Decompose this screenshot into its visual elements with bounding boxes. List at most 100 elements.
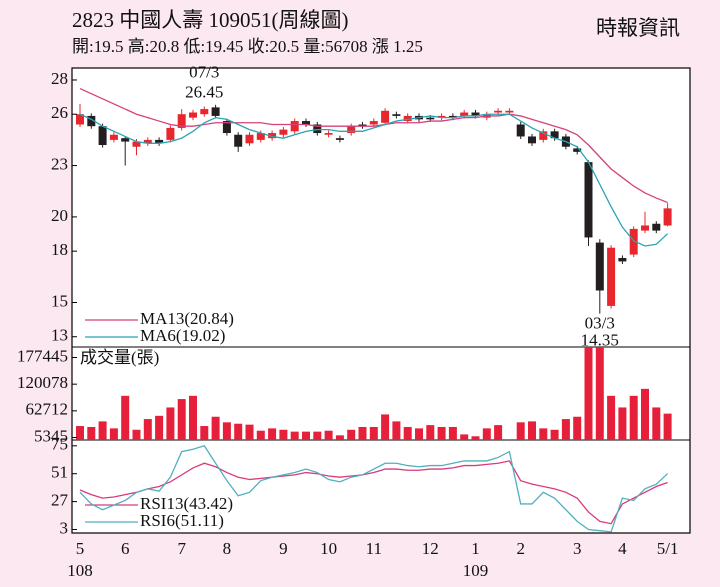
panel-title: 成交量(張) (80, 348, 159, 367)
volume-bar (155, 415, 164, 440)
volume-bar (403, 426, 412, 440)
volume-bar (211, 416, 220, 440)
volume-bar (290, 431, 299, 440)
y-tick-label: 62712 (26, 400, 69, 419)
candle-body (335, 138, 344, 140)
x-year-label: 108 (67, 561, 93, 580)
volume-bar (539, 428, 548, 440)
x-tick-label: 1 (471, 539, 480, 558)
plot-frame (71, 67, 691, 534)
candle-body (663, 208, 672, 226)
volume-bar (76, 426, 84, 440)
candle-body (76, 114, 84, 125)
quote: 開:19.5 高:20.8 低:19.45 收:20.5 量:56708 漲 1… (72, 37, 423, 56)
volume-bar (222, 422, 231, 440)
volume-bar (109, 428, 118, 440)
x-tick-label: 12 (422, 539, 439, 558)
annotation-date: 03/3 (585, 314, 615, 333)
volume-bar (200, 426, 209, 440)
candle-body (550, 131, 559, 139)
candle-body (234, 134, 243, 147)
y-tick-label: 120078 (17, 373, 68, 392)
title: 2823 中國人壽 109051(周線圖) (72, 8, 349, 32)
candle-body (109, 134, 118, 140)
candle-body (595, 242, 604, 291)
x-tick-label: 3 (573, 539, 582, 558)
candle-body (460, 112, 469, 116)
candle-body (290, 121, 299, 132)
y-tick-label: 23 (51, 154, 68, 173)
volume-bar (347, 429, 356, 440)
candle-body (381, 110, 390, 123)
y-tick-label: 15 (51, 291, 68, 310)
candle-body (189, 112, 197, 118)
candle-body (245, 134, 254, 144)
candle-body (155, 139, 164, 144)
y-tick-label: 28 (51, 69, 68, 88)
volume-bar (607, 395, 616, 440)
candle-body (448, 115, 457, 118)
y-tick-label: 75 (51, 435, 68, 454)
legend-label: MA6(19.02) (140, 326, 225, 345)
candle-body (641, 225, 649, 231)
y-tick-label: 20 (51, 206, 68, 225)
candle-body (347, 126, 356, 134)
volume-bar (561, 419, 570, 440)
volume-bar (663, 413, 672, 440)
volume-bar (302, 431, 310, 440)
candle-body (471, 112, 480, 116)
volume-bar (279, 429, 288, 440)
volume-bar (87, 426, 96, 440)
series-line (79, 460, 668, 525)
candle-body (98, 126, 107, 146)
volume-bar (618, 407, 627, 440)
series-line (79, 445, 669, 533)
candle-body (516, 124, 525, 137)
candle-body (369, 121, 378, 125)
volume-bar (426, 425, 435, 440)
candle-body (358, 124, 367, 127)
volume-bar (177, 399, 186, 440)
volume-bar (358, 426, 367, 440)
volume-bar (516, 422, 525, 440)
x-tick-label: 8 (223, 539, 232, 558)
volume-bar (369, 426, 378, 440)
volume-bar (335, 435, 344, 440)
x-tick-label: 7 (177, 539, 186, 558)
volume-bar (415, 428, 423, 440)
volume-bar (381, 414, 390, 440)
candle-body (132, 141, 141, 147)
x-tick-label: 5 (76, 539, 85, 558)
candle-body (87, 115, 96, 127)
y-tick-label: 3 (60, 518, 69, 537)
x-tick-label: 6 (121, 539, 130, 558)
annotation-date: 07/3 (189, 62, 219, 81)
y-tick-label: 26 (51, 103, 68, 122)
legend-label: RSI6(51.11) (140, 511, 224, 530)
volume-bar (550, 429, 559, 440)
candle-body (618, 257, 627, 262)
volume-bar (528, 421, 536, 440)
annotation-value: 26.45 (185, 82, 223, 101)
candle-body (403, 115, 412, 122)
candle-body (392, 114, 401, 116)
x-tick-label: 4 (618, 539, 627, 558)
volume-bar (448, 426, 457, 440)
series-line (79, 113, 669, 247)
x-tick-label: 9 (279, 539, 288, 558)
volume-bar (652, 407, 661, 440)
candle-body (121, 138, 130, 142)
candle-body (166, 127, 175, 140)
volume-bar (121, 395, 130, 440)
candle-body (177, 114, 186, 128)
candle-body (528, 136, 536, 144)
volume-bar (629, 395, 638, 440)
candle-body (279, 129, 288, 135)
candle-body (539, 131, 548, 140)
candle-body (573, 148, 582, 152)
x-tick-label: 2 (516, 539, 525, 558)
candle-body (268, 133, 277, 139)
candle-body (256, 133, 265, 140)
y-tick-label: 5345 (34, 426, 68, 445)
